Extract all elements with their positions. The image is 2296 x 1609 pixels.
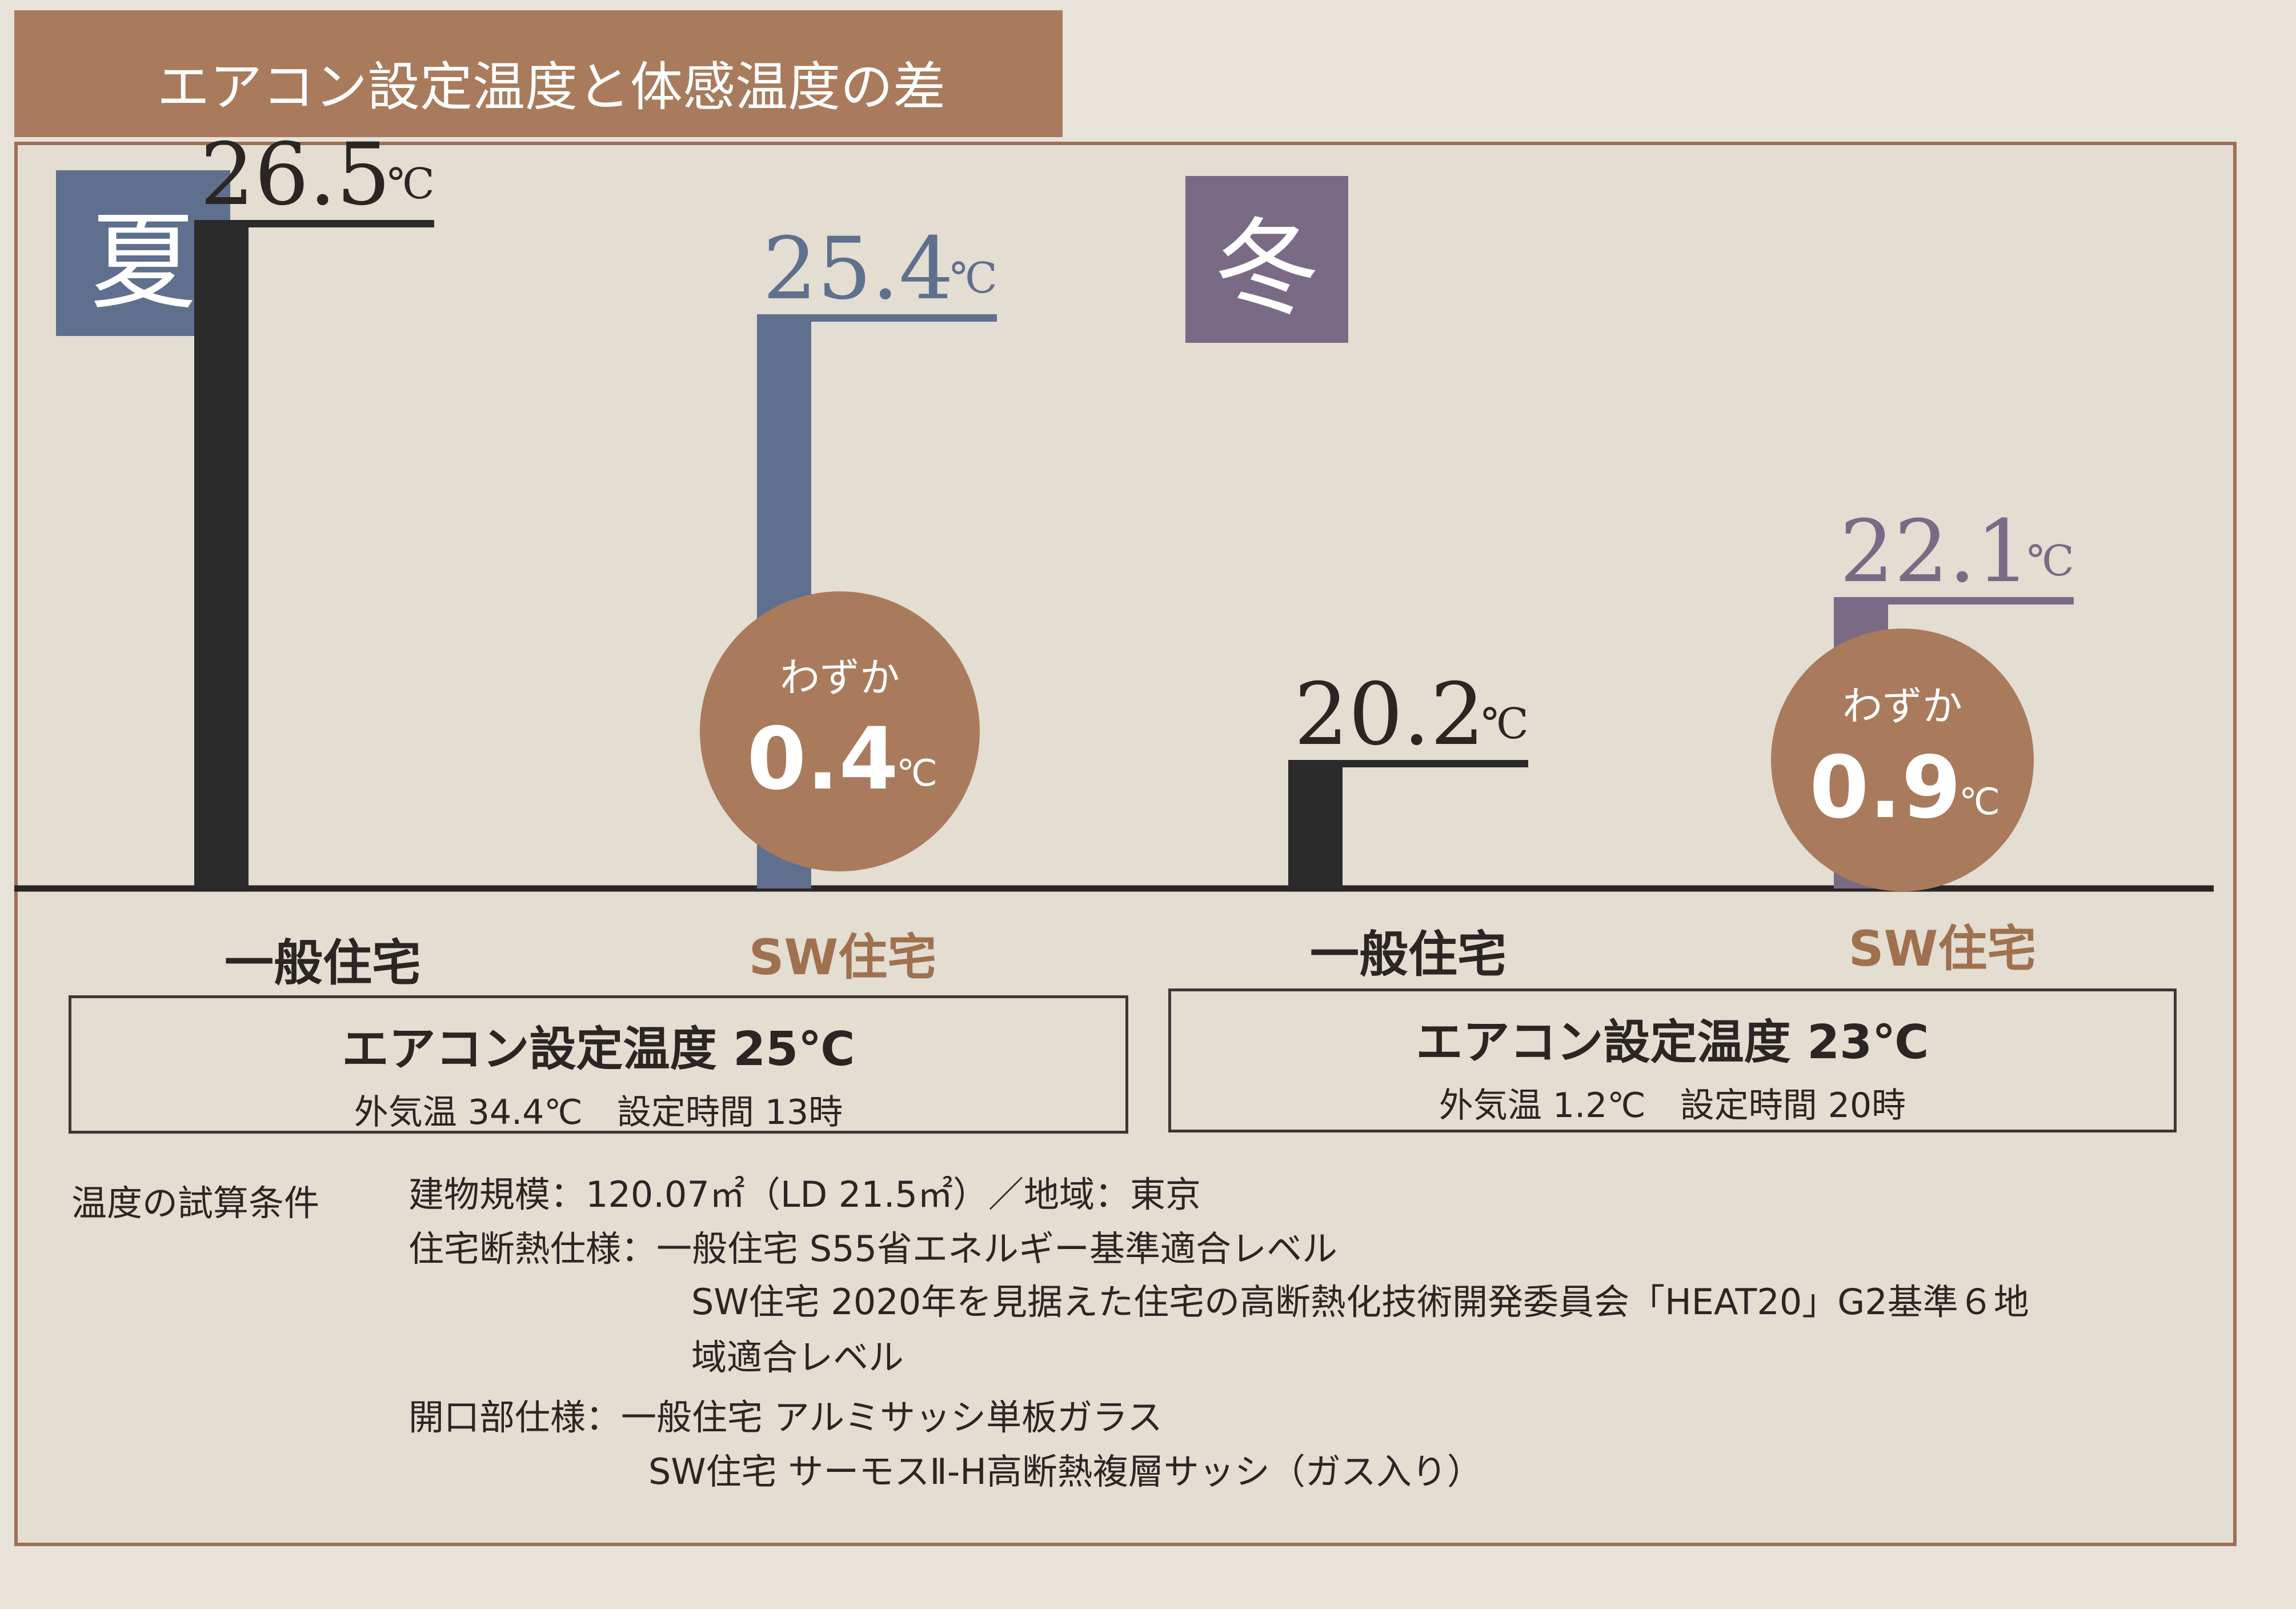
value-label-summer-sw: 25.4 <box>763 219 953 319</box>
winter-condition-main: エアコン設定温度 23℃ <box>1416 1015 1929 1070</box>
difference-badge-value-1: 0.9 <box>1809 738 1961 838</box>
value-unit-winter-sw: ℃ <box>2027 537 2074 586</box>
value-unit-summer-general: ℃ <box>387 159 435 209</box>
value-unit-summer-sw: ℃ <box>950 254 997 303</box>
category-label-winter-general: 一般住宅 <box>1310 926 1506 983</box>
bar-winter-general <box>1288 760 1343 888</box>
summer-condition-box: エアコン設定温度 25℃ 外気温 34.4℃ 設定時間 13時 <box>69 995 1128 1134</box>
value-label-winter-sw: 22.1 <box>1840 502 2030 602</box>
difference-badge-0 <box>700 591 980 871</box>
difference-badge-caption-0: わずか <box>780 654 900 701</box>
difference-badge-1 <box>1771 629 2034 891</box>
difference-badge-caption-1: わずか <box>1842 683 1962 730</box>
header-tab: エアコン設定温度と体感温度の差 <box>14 10 1063 137</box>
notes-line: SW住宅 2020年を見据えた住宅の高断熱化技術開発委員会「HEAT20」G2基… <box>691 1281 2029 1323</box>
value-label-winter-general: 20.2 <box>1294 665 1485 765</box>
summer-condition-main: エアコン設定温度 25℃ <box>342 1022 855 1076</box>
notes-line: 住宅断熱仕様：一般住宅 S55省エネルギー基準適合レベル <box>408 1228 1337 1270</box>
bar-cap-winter-general <box>1288 760 1528 767</box>
notes-line: SW住宅 サーモスⅡ-H高断熱複層サッシ（ガス入り） <box>648 1451 1482 1492</box>
value-label-summer-general: 26.5 <box>200 125 391 225</box>
difference-badge-unit-1: ℃ <box>1959 781 2000 823</box>
notes-line: 域適合レベル <box>691 1336 904 1378</box>
header-title: エアコン設定温度と体感温度の差 <box>157 57 946 118</box>
difference-badge-value-0: 0.4 <box>747 710 899 809</box>
difference-badge-unit-0: ℃ <box>896 753 937 795</box>
winter-badge: 冬 <box>1185 176 1348 343</box>
bar-summer-general <box>194 220 249 888</box>
notes-heading: 温度の試算条件 <box>71 1182 320 1224</box>
notes-line: 建物規模：120.07㎡（LD 21.5㎡）／地域：東京 <box>408 1174 1201 1215</box>
value-unit-winter-general: ℃ <box>1481 699 1529 749</box>
category-label-summer-sw: SW住宅 <box>748 929 937 986</box>
notes-line: 開口部仕様：一般住宅 アルミサッシ単板ガラス <box>408 1396 1163 1438</box>
winter-condition-box: エアコン設定温度 23℃ 外気温 1.2℃ 設定時間 20時 <box>1168 988 2177 1132</box>
winter-condition-sub: 外気温 1.2℃ 設定時間 20時 <box>1438 1086 1906 1126</box>
bar-cap-summer-general <box>194 220 434 227</box>
category-label-winter-sw: SW住宅 <box>1848 920 2037 978</box>
bar-cap-summer-sw <box>757 314 997 322</box>
summer-condition-sub: 外気温 34.4℃ 設定時間 13時 <box>354 1092 843 1132</box>
bar-cap-winter-sw <box>1834 597 2074 605</box>
category-label-summer-general: 一般住宅 <box>225 935 421 992</box>
